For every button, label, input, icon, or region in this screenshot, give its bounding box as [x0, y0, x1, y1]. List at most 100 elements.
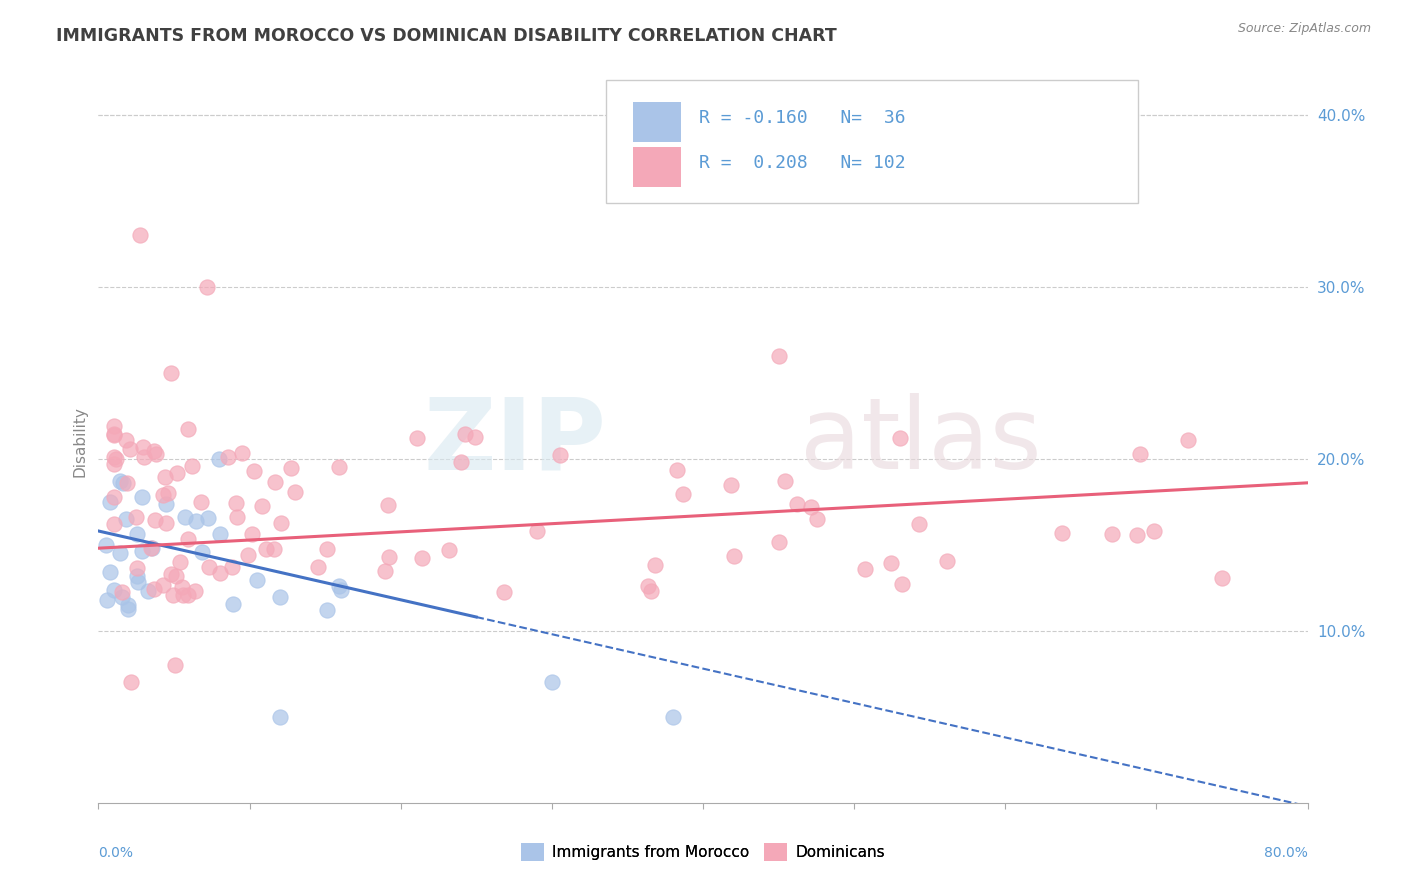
Text: R =  0.208   N= 102: R = 0.208 N= 102 [699, 154, 905, 172]
Point [1126, 528, 1149, 542]
Point [177, 533, 200, 547]
Point [540, 675, 562, 690]
Point [142, 444, 165, 458]
Point [280, 461, 302, 475]
Point [908, 517, 931, 532]
Point [160, 566, 183, 581]
Point [108, 474, 131, 488]
Point [245, 573, 267, 587]
Point [454, 426, 477, 441]
Point [197, 511, 219, 525]
Point [96, 593, 118, 607]
Point [240, 527, 263, 541]
Point [169, 555, 191, 569]
Point [492, 585, 515, 599]
Point [152, 488, 174, 502]
Point [120, 675, 142, 690]
Point [111, 590, 134, 604]
Point [127, 561, 149, 575]
Point [98, 495, 121, 509]
Point [155, 497, 177, 511]
Point [450, 455, 472, 469]
Point [172, 580, 194, 594]
Point [806, 512, 828, 526]
Point [231, 446, 253, 460]
Point [637, 579, 659, 593]
Point [377, 498, 399, 512]
Point [98, 565, 121, 579]
Point [181, 458, 204, 473]
Point [243, 464, 266, 478]
Point [328, 578, 350, 592]
Point [111, 475, 134, 490]
Point [723, 549, 745, 564]
Point [330, 583, 353, 598]
Point [114, 512, 136, 526]
Point [103, 583, 125, 598]
Point [163, 658, 186, 673]
Point [115, 433, 138, 447]
Point [270, 516, 292, 530]
Point [222, 598, 245, 612]
Point [307, 560, 329, 574]
Text: IMMIGRANTS FROM MOROCCO VS DOMINICAN DISABILITY CORRELATION CHART: IMMIGRANTS FROM MOROCCO VS DOMINICAN DIS… [56, 27, 837, 45]
Point [526, 524, 548, 538]
Point [640, 584, 662, 599]
Point [226, 510, 249, 524]
Point [125, 569, 148, 583]
Point [1050, 525, 1073, 540]
Bar [633, 147, 682, 186]
Point [152, 578, 174, 592]
Point [103, 450, 125, 464]
Point [221, 560, 243, 574]
Point [117, 475, 139, 490]
Point [236, 548, 259, 562]
Point [773, 474, 796, 488]
Point [269, 590, 291, 604]
Point [111, 585, 134, 599]
Point [1211, 571, 1233, 585]
Point [166, 466, 188, 480]
Point [132, 441, 155, 455]
Point [155, 516, 177, 530]
Point [378, 549, 401, 564]
Legend: Immigrants from Morocco, Dominicans: Immigrants from Morocco, Dominicans [515, 837, 891, 867]
Point [143, 582, 166, 596]
Point [127, 575, 149, 590]
Point [665, 462, 688, 476]
Point [195, 279, 218, 293]
Point [315, 541, 337, 556]
Point [132, 450, 155, 465]
Point [103, 427, 125, 442]
Point [548, 448, 571, 462]
Text: 0.0%: 0.0% [98, 847, 134, 860]
Point [103, 491, 125, 505]
Point [316, 602, 339, 616]
Point [139, 541, 162, 555]
Text: atlas: atlas [800, 393, 1042, 490]
Point [328, 460, 350, 475]
Point [128, 228, 150, 243]
Point [208, 451, 231, 466]
Point [411, 550, 433, 565]
Point [117, 598, 139, 612]
Text: ZIP: ZIP [423, 393, 606, 490]
Y-axis label: Disability: Disability [72, 406, 87, 477]
Point [184, 514, 207, 528]
Point [1129, 447, 1152, 461]
Point [120, 442, 142, 456]
Point [672, 487, 695, 501]
Point [889, 431, 911, 445]
Point [103, 418, 125, 433]
Point [1101, 527, 1123, 541]
Text: 80.0%: 80.0% [1264, 847, 1308, 860]
FancyBboxPatch shape [606, 80, 1139, 203]
Point [374, 564, 396, 578]
Point [720, 477, 742, 491]
Point [157, 486, 180, 500]
Point [439, 542, 461, 557]
Point [104, 452, 127, 467]
Point [103, 457, 125, 471]
Point [264, 475, 287, 489]
Point [177, 588, 200, 602]
